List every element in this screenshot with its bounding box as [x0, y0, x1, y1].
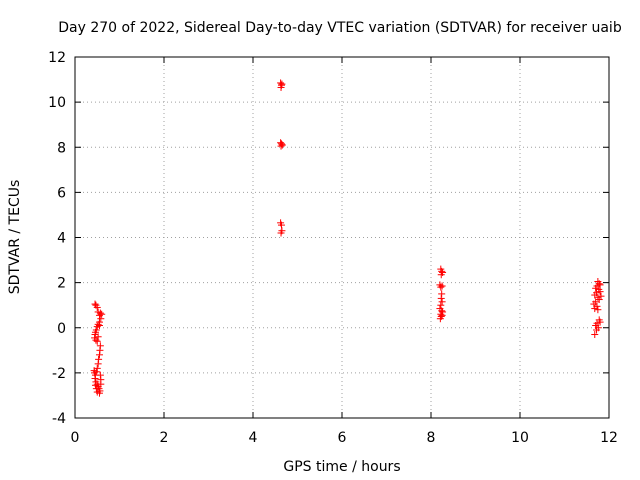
data-point — [95, 321, 103, 329]
data-point — [278, 141, 286, 149]
data-point — [438, 298, 446, 306]
y-axis-label: SDTVAR / TECUs — [7, 180, 23, 295]
y-tick-label: 4 — [57, 231, 66, 247]
y-tick-label: 8 — [57, 140, 66, 156]
y-tick-label: -2 — [52, 366, 66, 382]
data-point — [93, 388, 101, 396]
data-point — [437, 301, 445, 309]
data-point — [98, 310, 106, 318]
data-point — [596, 281, 604, 289]
data-points — [90, 79, 605, 397]
data-point — [596, 288, 604, 296]
chart-title: Day 270 of 2022, Sidereal Day-to-day VTE… — [58, 20, 622, 36]
plot-frame — [74, 56, 610, 419]
x-tick-label: 4 — [249, 430, 258, 446]
data-point — [95, 351, 103, 359]
x-tick-label: 0 — [71, 430, 80, 446]
data-point — [593, 326, 601, 334]
data-point — [90, 367, 98, 375]
data-point — [438, 311, 446, 319]
data-point — [592, 284, 600, 292]
y-tick-label: 0 — [57, 321, 66, 337]
data-point — [437, 283, 445, 291]
y-tick-label: 6 — [57, 185, 66, 201]
data-point — [277, 229, 285, 237]
data-point — [591, 305, 599, 313]
y-tick-label: 12 — [48, 50, 66, 66]
x-tick-label: 6 — [338, 430, 347, 446]
data-point — [596, 318, 604, 326]
data-point — [94, 360, 102, 368]
data-point — [97, 315, 105, 323]
y-tick-label: 10 — [48, 95, 66, 111]
grid — [75, 57, 609, 418]
data-point — [97, 380, 105, 388]
x-tick-label: 12 — [600, 430, 618, 446]
data-point — [277, 142, 285, 150]
data-point — [96, 371, 104, 379]
data-point — [94, 333, 102, 341]
y-tick-label: 2 — [57, 276, 66, 292]
data-point — [277, 83, 285, 91]
data-point — [591, 331, 599, 339]
data-point — [594, 306, 602, 314]
axis-tick-labels: 0 2 4 6 8 10 12 -4 -2 0 2 4 6 8 10 12 — [48, 50, 618, 446]
data-point — [93, 337, 101, 345]
data-point — [437, 271, 445, 279]
data-point — [93, 303, 101, 311]
x-tick-label: 8 — [427, 430, 436, 446]
data-point — [91, 381, 99, 389]
x-tick-label: 10 — [511, 430, 529, 446]
data-point — [92, 385, 100, 393]
data-point — [437, 294, 445, 302]
y-tick-label: -4 — [52, 411, 66, 427]
x-tick-label: 2 — [160, 430, 169, 446]
data-point — [597, 292, 605, 300]
data-point — [436, 315, 444, 323]
data-point — [438, 282, 446, 290]
data-point — [595, 296, 603, 304]
data-point — [278, 80, 286, 88]
x-axis-label: GPS time / hours — [283, 459, 400, 475]
